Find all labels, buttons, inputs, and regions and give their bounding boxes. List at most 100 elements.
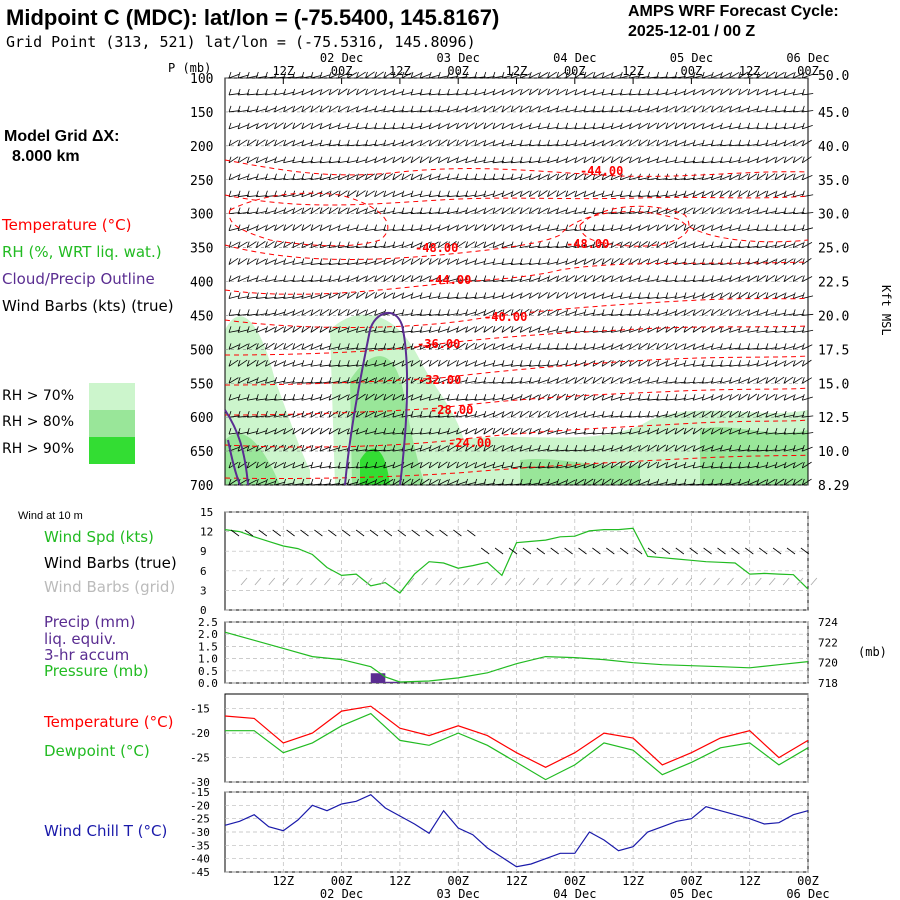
- temperature-contour: [579, 205, 690, 247]
- wind-barb-feather: [747, 360, 751, 367]
- wind-barb: [802, 212, 814, 215]
- wind-barb: [365, 228, 377, 232]
- wind-barb: [483, 207, 494, 215]
- wind-barb: [529, 72, 540, 79]
- wind-barb: [765, 244, 777, 248]
- precip-tick: 0.5: [198, 665, 218, 678]
- wind-barb: [629, 479, 640, 486]
- wind-barb: [465, 260, 477, 265]
- wind-barb-feather: [328, 461, 332, 469]
- wind-barb: [574, 259, 585, 265]
- wind-barb-feather: [792, 173, 796, 180]
- wind-barb: [747, 108, 759, 113]
- surface-wind-barb-grid: [268, 577, 276, 586]
- surface-wind-barb-grid: [615, 577, 623, 586]
- wind-barb-feather: [265, 461, 268, 469]
- wind-barb-feather: [720, 411, 723, 418]
- wind-barb: [501, 294, 513, 299]
- wind-barb-feather: [619, 309, 623, 316]
- wind-barb-feather: [747, 122, 751, 130]
- wind-barb-feather: [428, 241, 432, 248]
- wind-barb: [783, 140, 795, 147]
- wind-barb-feather: [283, 343, 286, 350]
- wind-barb-feather: [437, 326, 441, 333]
- pressure-line: [224, 631, 809, 683]
- wind10-title: Wind at 10 m: [18, 510, 83, 522]
- top-time-tick: 12Z: [506, 64, 528, 78]
- wind-barb-feather: [401, 88, 405, 96]
- wind-barb: [237, 359, 248, 367]
- wind-barb: [783, 173, 794, 181]
- wind-barb-feather: [556, 461, 559, 469]
- rh80-label: RH > 80%: [2, 414, 75, 430]
- wind-barb: [583, 448, 595, 452]
- wind-barb: [547, 480, 559, 486]
- wind-barb-feather: [720, 360, 723, 367]
- wind-barb-feather: [265, 173, 268, 180]
- wind-speed-tick: 15: [200, 506, 213, 519]
- wind-barb: [520, 326, 531, 333]
- wind-barb: [574, 394, 585, 401]
- wind-barb: [784, 228, 796, 232]
- wind-barb: [547, 309, 558, 316]
- wind-barb: [792, 275, 803, 282]
- surface-wind-barb-grid: [337, 577, 345, 586]
- wind-barb: [401, 275, 412, 282]
- temperature-contour: [224, 419, 809, 448]
- wind-barb-feather: [437, 88, 441, 96]
- wind-barb: [429, 194, 441, 198]
- wind-barb-feather: [255, 207, 259, 214]
- wind-barb-feather: [592, 88, 596, 96]
- wind-barb-feather: [638, 478, 641, 486]
- wind-barb-feather: [538, 478, 541, 486]
- wind-barb-feather: [383, 377, 387, 384]
- wind-barb-feather: [483, 258, 487, 265]
- wind-barb: [283, 140, 294, 147]
- wind-barb-feather: [246, 105, 250, 113]
- wind-barb: [592, 156, 603, 164]
- wind-barb-feather: [474, 360, 478, 367]
- wind-barb-feather: [228, 427, 232, 435]
- wind-barb-feather: [374, 88, 377, 96]
- wind-barb-feather: [683, 275, 687, 282]
- wind-barb-feather: [346, 292, 350, 299]
- wind-barb-feather: [255, 88, 259, 96]
- wind-barb: [783, 294, 795, 299]
- wind-barb: [392, 463, 404, 469]
- wind-barb: [520, 278, 531, 282]
- wind-barb-feather: [656, 88, 660, 96]
- wind-barb-feather: [738, 71, 741, 79]
- wind-barb: [356, 329, 368, 333]
- wind-barb-feather: [510, 156, 514, 163]
- wind-barb-feather: [738, 275, 741, 282]
- wind-barb-feather: [310, 207, 314, 214]
- wind-barb-feather: [565, 105, 569, 113]
- wind-barb: [674, 412, 686, 418]
- wind-barb: [265, 461, 275, 469]
- wind-barb-feather: [374, 71, 377, 79]
- wind-barb: [374, 330, 386, 333]
- wind-barb-feather: [701, 139, 705, 146]
- wind-barb: [711, 410, 721, 418]
- wind-barb-feather: [392, 241, 396, 248]
- wind-barb: [765, 210, 777, 215]
- wind-barb: [738, 208, 749, 215]
- wind-barb: [465, 326, 476, 333]
- wind-barb-feather: [683, 309, 687, 316]
- wind-barb: [711, 207, 721, 214]
- wind-barb: [410, 174, 421, 181]
- wind-barb-feather: [683, 394, 687, 401]
- wind-barb-feather: [265, 105, 268, 113]
- wind-barb: [465, 311, 477, 316]
- wind-barb-feather: [301, 258, 305, 265]
- wind-barb-feather: [519, 156, 523, 163]
- bottom-time-tick: 12Z: [739, 874, 761, 888]
- wind-barb-feather: [465, 71, 468, 79]
- wind-barb-feather: [601, 394, 605, 401]
- wind-barb: [274, 241, 284, 248]
- wind-barb-feather: [692, 173, 696, 180]
- wind-barb-feather: [301, 156, 305, 163]
- wind-barb-feather: [547, 139, 550, 146]
- wind-barb: [802, 396, 813, 401]
- wind-barb-feather: [547, 105, 550, 113]
